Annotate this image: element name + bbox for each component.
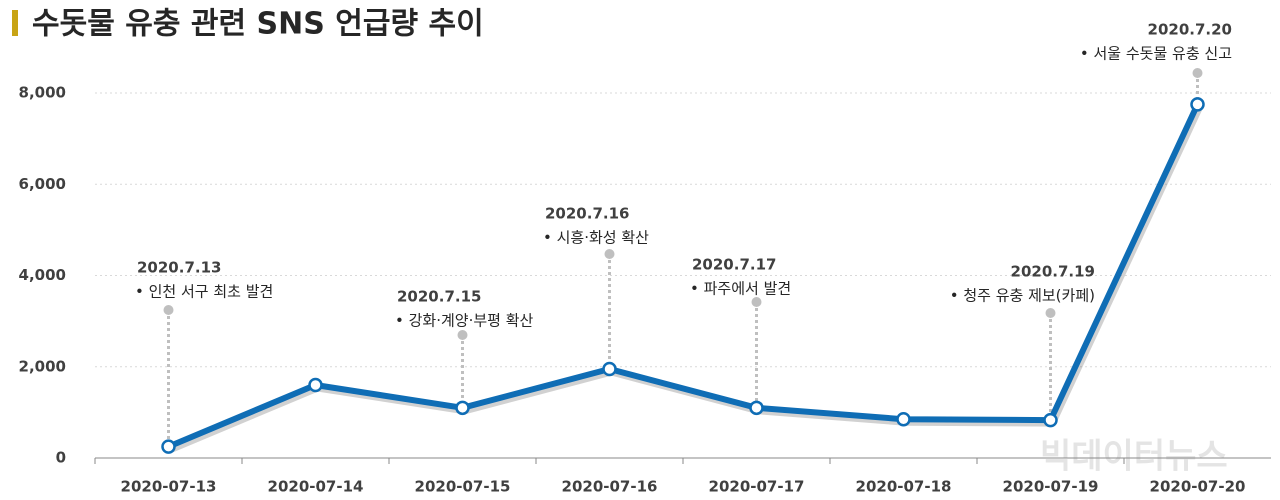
annotation-date: 2020.7.20	[1148, 21, 1232, 39]
point	[1190, 97, 1205, 112]
annotation-dot	[604, 249, 615, 259]
annotation-text: • 서울 수돗물 유충 신고	[1080, 45, 1232, 63]
annotation-dot	[751, 297, 762, 307]
point	[602, 361, 617, 377]
annotation-date: 2020.7.15	[397, 288, 481, 306]
annotation-text: • 청주 유충 제보(카페)	[950, 287, 1095, 305]
y-tick-label: 6,000	[19, 175, 66, 193]
x-tick-label: 2020-07-15	[415, 478, 511, 496]
annotation-dot	[457, 330, 468, 340]
annotation-date: 2020.7.16	[545, 205, 629, 223]
annotation-text: • 인천 서구 최초 발견	[135, 283, 273, 301]
point	[896, 411, 911, 427]
chart-title: 수돗물 유충 관련 SNS 언급량 추이	[32, 7, 484, 42]
x-tick-label: 2020-07-18	[856, 478, 952, 496]
series-line	[167, 103, 1201, 450]
point	[1043, 412, 1058, 428]
x-tick-label: 2020-07-13	[121, 478, 217, 496]
point	[161, 439, 176, 454]
point	[455, 400, 470, 416]
annotation-date: 2020.7.17	[692, 256, 776, 274]
annotation-text: • 파주에서 발견	[690, 280, 791, 298]
annotation-text: • 강화·계양·부평 확산	[395, 312, 534, 330]
x-tick-label: 2020-07-14	[268, 478, 364, 496]
y-tick-label: 4,000	[19, 266, 66, 284]
x-tick-label: 2020-07-20	[1150, 478, 1246, 496]
annotation-date: 2020.7.19	[1011, 263, 1095, 281]
y-tick-label: 2,000	[19, 357, 66, 375]
annotation-dot	[163, 305, 174, 315]
x-tick-label: 2020-07-19	[1003, 478, 1099, 496]
annotation-dot	[1045, 308, 1056, 318]
x-tick-label: 2020-07-17	[709, 478, 805, 496]
annotation-text: • 시흥·화성 확산	[543, 229, 649, 247]
y-tick-label: 8,000	[19, 84, 66, 102]
x-tick-label: 2020-07-16	[562, 478, 658, 496]
watermark: 빅데이터뉴스	[1040, 437, 1228, 477]
annotation-dot	[1192, 68, 1203, 78]
point	[308, 377, 323, 393]
point	[749, 400, 764, 416]
y-tick-label: 0	[56, 449, 66, 467]
annotation-date: 2020.7.13	[137, 259, 221, 277]
title-marker	[12, 10, 18, 36]
